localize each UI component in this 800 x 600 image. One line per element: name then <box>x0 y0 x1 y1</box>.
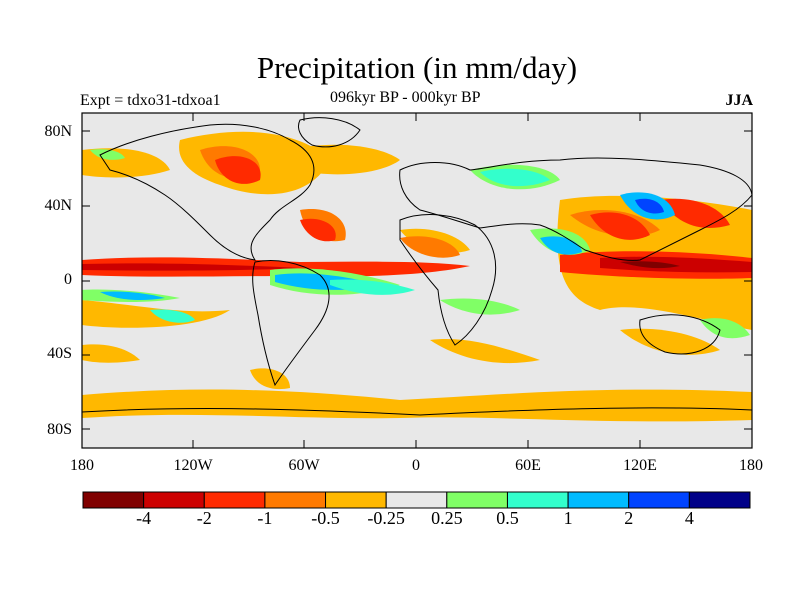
map-title: Precipitation (in mm/day) <box>256 50 578 85</box>
central-asia-cyan <box>480 168 550 187</box>
colorbar-swatch <box>628 491 690 509</box>
colorbar-swatch <box>567 491 630 509</box>
colorbar-swatch <box>506 491 569 509</box>
east-asia-red <box>660 198 730 229</box>
india-red <box>590 212 650 240</box>
lat-label-80s: 80S <box>47 421 72 438</box>
lon-label-120e: 120E <box>623 457 657 474</box>
southwest-pacific-green <box>700 318 750 339</box>
west-pacific-darkred <box>620 261 680 269</box>
itcz-core-west <box>82 263 300 271</box>
colorbar-tick-label: 0.25 <box>431 508 463 528</box>
lat-label-eq: 0 <box>64 271 72 288</box>
axis-ticks <box>82 113 752 448</box>
patagonia-patch <box>250 368 290 390</box>
colorbar-swatch <box>203 491 266 509</box>
south-pacific-patch <box>82 344 140 363</box>
south-pacific-cyan <box>150 309 195 323</box>
lon-label-180e: 180 <box>739 457 763 474</box>
itcz-core-east <box>600 256 752 273</box>
southern-ocean-band <box>82 389 752 422</box>
south-america-outline <box>252 260 330 387</box>
precip-anomaly-layer <box>82 131 752 422</box>
south-atlantic-patch <box>430 339 540 364</box>
colorbar-swatch <box>385 491 448 509</box>
experiment-label: Expt = tdxo31-tdxoa1 <box>80 92 221 109</box>
season-label: JJA <box>725 92 753 109</box>
lat-label-80n: 80N <box>44 123 72 140</box>
australia-patch <box>620 328 720 355</box>
colorbar-tick-label: 1 <box>563 508 573 528</box>
colorbar <box>82 491 751 509</box>
colorbar-swatch <box>82 491 145 509</box>
lon-label-180w: 180 <box>70 457 94 474</box>
colorbar-tick-label: -2 <box>196 508 212 528</box>
colorbar-tick-label: -1 <box>257 508 273 528</box>
coastlines <box>82 117 752 416</box>
eurasia-outline <box>399 157 752 261</box>
colorbar-swatch <box>325 491 387 509</box>
north-america-outline <box>99 123 315 261</box>
colorbar-tick-label: 4 <box>684 508 694 528</box>
north-atlantic-patch <box>290 144 400 175</box>
africa-outline <box>399 214 497 346</box>
colorbar-tick-label: -0.25 <box>367 508 405 528</box>
period-label: 096kyr BP - 000kyr BP <box>330 89 481 106</box>
lon-label-60w: 60W <box>288 457 320 474</box>
atlantic-coast-red <box>300 218 336 242</box>
colorbar-swatch <box>446 491 508 509</box>
north-america-red <box>215 156 261 184</box>
atlantic-cyan <box>330 279 415 295</box>
east-asia-deepblue <box>635 198 664 214</box>
lat-label-40s: 40S <box>47 345 72 362</box>
lon-label-120w: 120W <box>173 457 213 474</box>
lon-label-0: 0 <box>412 457 420 474</box>
colorbar-tick-label: -0.5 <box>311 508 340 528</box>
lon-label-60e: 60E <box>515 457 541 474</box>
greenland-outline <box>298 117 361 148</box>
colorbar-tick-label: 2 <box>624 508 634 528</box>
australia-outline <box>639 314 721 355</box>
west-africa-orange <box>400 236 460 258</box>
colorbar-swatch <box>264 491 327 509</box>
antarctica-outline <box>82 407 752 416</box>
east-pacific-blue <box>100 291 165 300</box>
colorbar-swatch <box>688 491 751 509</box>
colorbar-tick-label: -4 <box>136 508 152 528</box>
lat-label-40n: 40N <box>44 197 72 214</box>
alaska-green <box>90 149 125 160</box>
colorbar-tick-label: 0.5 <box>496 508 519 528</box>
south-africa-green <box>440 298 520 315</box>
colorbar-swatch <box>143 491 205 509</box>
